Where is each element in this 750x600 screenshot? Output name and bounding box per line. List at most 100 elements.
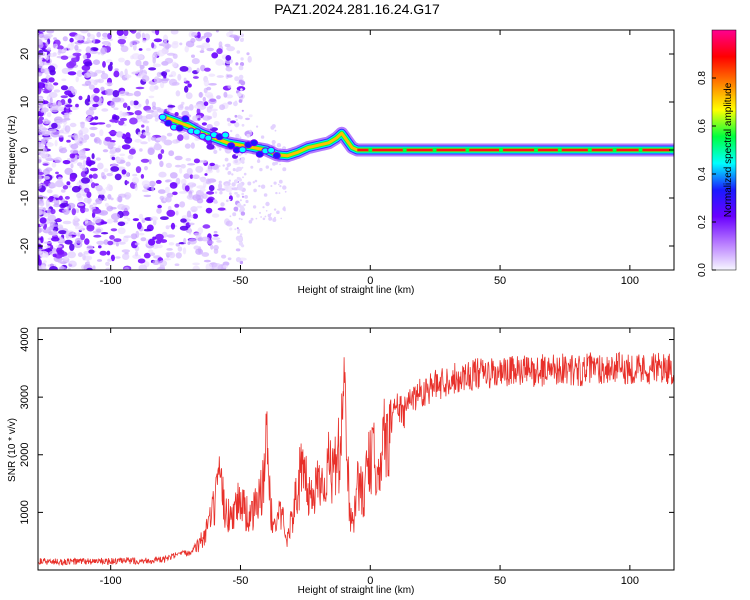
heat-blob xyxy=(92,208,102,214)
heat-blob xyxy=(204,67,211,72)
heat-blob xyxy=(59,148,68,154)
heat-blob xyxy=(151,101,156,107)
heat-blob xyxy=(104,82,114,85)
heat-blob xyxy=(140,141,148,145)
heat-blob xyxy=(152,56,156,64)
heat-blob xyxy=(109,119,117,123)
heat-blob xyxy=(234,114,238,118)
heat-blob xyxy=(57,176,63,184)
heat-blob xyxy=(273,181,277,185)
heat-blob xyxy=(57,134,64,138)
snr-frame xyxy=(37,327,675,571)
heat-blob xyxy=(87,197,91,205)
heat-blob xyxy=(135,166,142,174)
heat-blob xyxy=(67,134,75,138)
heat-blob xyxy=(240,233,243,236)
heat-blob xyxy=(46,112,52,118)
heat-blob xyxy=(100,221,108,225)
heat-blob xyxy=(86,267,93,270)
heat-blob xyxy=(181,101,185,105)
heat-blob xyxy=(168,74,173,78)
heat-blob xyxy=(216,75,224,78)
heat-blob xyxy=(179,66,189,72)
heat-blob xyxy=(172,41,179,45)
heat-blob xyxy=(124,136,133,144)
heat-blob xyxy=(170,222,176,230)
colorbar-ticks: 0.0 0.2 0.4 0.6 0.8 xyxy=(697,71,716,277)
ridge-dot xyxy=(368,148,373,152)
heat-blob xyxy=(220,202,225,207)
heat-blob xyxy=(216,48,223,55)
heat-blob xyxy=(43,136,52,140)
heat-blob xyxy=(230,120,237,124)
heat-blob xyxy=(268,214,271,217)
heat-blob xyxy=(221,254,227,259)
heat-blob xyxy=(218,165,221,167)
heat-blob xyxy=(65,233,70,239)
heat-blob xyxy=(136,114,143,120)
heat-blob xyxy=(113,219,118,223)
heat-blob xyxy=(260,135,265,139)
heat-blob xyxy=(142,39,147,43)
heat-blob xyxy=(213,149,218,154)
heat-blob xyxy=(228,179,231,182)
heat-blob xyxy=(148,180,156,187)
heat-blob xyxy=(44,33,53,38)
heat-blob xyxy=(71,185,81,193)
snr-x-axis: -100 -50 0 50 100 xyxy=(100,328,639,587)
heat-blob xyxy=(252,205,257,209)
heat-blob xyxy=(106,218,114,224)
x-tick-label: 50 xyxy=(494,275,506,287)
heat-blob xyxy=(240,211,246,216)
heat-blob xyxy=(113,107,119,110)
y-tick-label: 3000 xyxy=(19,385,31,409)
heat-blob xyxy=(104,136,112,142)
heat-blob xyxy=(169,251,176,259)
heat-blob xyxy=(233,179,239,184)
heat-blob xyxy=(82,253,86,261)
heat-blob xyxy=(74,34,83,41)
heat-blob xyxy=(206,191,215,195)
heat-blob xyxy=(280,217,283,220)
heat-blob xyxy=(38,227,42,234)
heat-blob xyxy=(72,52,82,57)
heat-blob xyxy=(232,212,237,217)
colorbar-tick-label: 0.6 xyxy=(697,119,708,133)
heat-blob xyxy=(152,63,161,68)
heat-blob xyxy=(265,210,268,212)
heat-blob xyxy=(38,105,43,109)
heat-blob xyxy=(45,199,50,207)
heat-blob xyxy=(161,136,166,143)
y-tick-label: 2000 xyxy=(19,443,31,467)
heat-blob xyxy=(70,163,74,169)
heat-blob xyxy=(83,134,90,141)
spectrogram-scatter-cloud xyxy=(38,30,287,270)
heat-blob xyxy=(206,143,215,150)
heat-blob xyxy=(50,208,56,215)
heat-blob xyxy=(109,142,114,148)
heat-blob xyxy=(223,91,228,98)
heat-blob xyxy=(239,205,245,210)
heat-blob xyxy=(205,263,213,270)
x-tick-label: -100 xyxy=(100,575,122,587)
heat-blob xyxy=(38,174,42,182)
heat-blob xyxy=(135,86,145,90)
heat-blob xyxy=(187,182,197,188)
snr-line xyxy=(38,351,674,567)
heat-blob xyxy=(121,205,130,211)
heat-blob xyxy=(134,242,140,246)
heat-blob xyxy=(118,35,127,40)
heat-blob xyxy=(164,186,170,194)
heat-blob xyxy=(44,67,50,75)
heat-blob xyxy=(229,215,232,218)
heat-blob xyxy=(47,214,57,222)
heat-blob xyxy=(219,191,223,195)
heat-blob xyxy=(107,194,112,200)
heat-blob xyxy=(208,73,216,77)
heat-blob xyxy=(180,164,186,169)
heat-blob xyxy=(66,61,75,69)
heat-blob xyxy=(201,236,210,242)
heat-blob xyxy=(67,267,71,270)
heat-blob xyxy=(42,100,49,105)
heat-blob xyxy=(38,126,47,133)
